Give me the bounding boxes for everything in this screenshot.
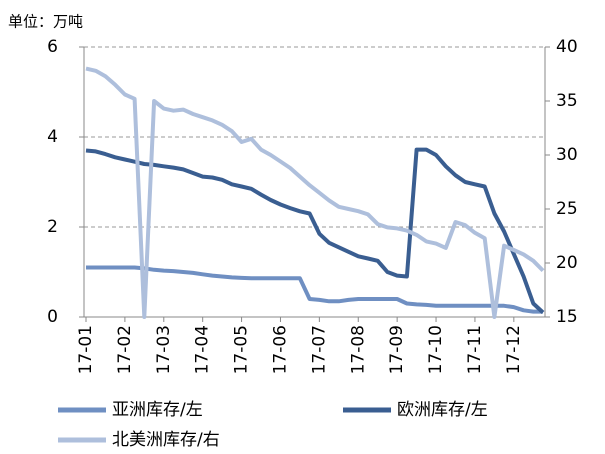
y-tick-label: 2 <box>47 217 58 237</box>
y2-tick-label: 15 <box>556 307 578 327</box>
unit-label: 单位：万吨 <box>8 13 83 31</box>
y2-tick-label: 40 <box>556 37 578 57</box>
x-tick-label: 17-03 <box>154 325 174 374</box>
y2-tick-label: 35 <box>556 91 578 111</box>
legend-label: 欧洲库存/左 <box>397 400 488 420</box>
x-tick-label: 17-01 <box>76 325 96 374</box>
x-tick-label: 17-10 <box>426 325 446 374</box>
y-tick-label: 6 <box>47 37 58 57</box>
series-line <box>85 147 545 314</box>
y-tick-label: 4 <box>47 127 58 147</box>
y2-tick-label: 30 <box>556 145 578 165</box>
series-line <box>85 66 545 319</box>
y2-tick-label: 20 <box>556 253 578 273</box>
y2-tick-label: 25 <box>556 199 578 219</box>
x-tick-label: 17-09 <box>387 325 407 374</box>
series-line <box>86 265 543 314</box>
x-tick-label: 17-08 <box>348 325 368 374</box>
legend-label: 亚洲库存/左 <box>112 400 203 420</box>
x-tick-label: 17-11 <box>465 325 485 374</box>
x-tick-label: 17-06 <box>270 325 290 374</box>
x-tick-label: 17-12 <box>504 325 524 374</box>
x-tick-label: 17-02 <box>115 325 135 374</box>
y-tick-label: 0 <box>47 307 58 327</box>
x-tick-label: 17-04 <box>193 325 213 374</box>
legend-label: 北美洲库存/右 <box>112 430 220 450</box>
x-tick-label: 17-05 <box>232 325 252 374</box>
x-tick-label: 17-07 <box>309 325 329 374</box>
